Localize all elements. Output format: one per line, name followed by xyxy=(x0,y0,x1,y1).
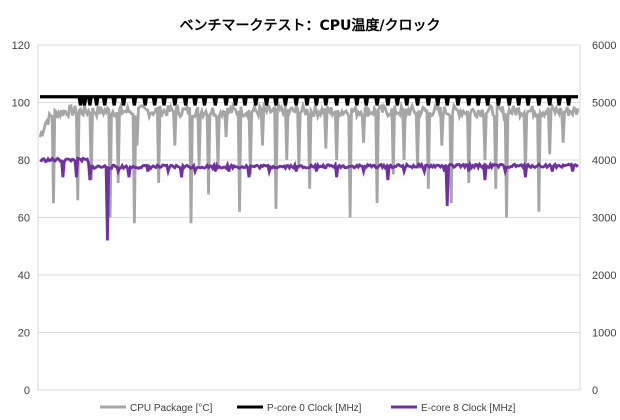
left-tick-label: 80 xyxy=(18,155,30,167)
series-line xyxy=(38,100,580,224)
right-tick-label: 5000 xyxy=(592,98,616,110)
chart-title: ベンチマークテスト：CPU温度/クロック xyxy=(179,17,440,34)
right-tick-label: 6000 xyxy=(592,40,616,52)
legend-item: E-core 8 Clock [MHz] xyxy=(391,403,516,414)
plot-area xyxy=(37,44,581,391)
left-axis-ticks: 0 20 40 60 80 100 120 xyxy=(12,40,30,397)
legend-label: P-core 0 Clock [MHz] xyxy=(267,403,362,414)
left-tick-label: 120 xyxy=(12,40,30,52)
right-tick-label: 3000 xyxy=(592,213,616,225)
legend-label: CPU Package [°C] xyxy=(130,403,213,414)
left-tick-label: 0 xyxy=(24,385,30,397)
right-tick-label: 2000 xyxy=(592,270,616,282)
right-tick-label: 1000 xyxy=(592,328,616,340)
left-tick-label: 40 xyxy=(18,270,30,282)
legend-label: E-core 8 Clock [MHz] xyxy=(421,403,516,414)
left-tick-label: 100 xyxy=(12,98,30,110)
series-line xyxy=(40,95,578,106)
right-axis-ticks: 0 1000 2000 3000 4000 5000 6000 xyxy=(592,40,616,397)
left-tick-label: 20 xyxy=(18,328,30,340)
right-tick-label: 0 xyxy=(592,385,598,397)
legend-item: P-core 0 Clock [MHz] xyxy=(237,403,362,414)
series-line xyxy=(39,156,579,241)
right-tick-label: 4000 xyxy=(592,155,616,167)
legend-item: CPU Package [°C] xyxy=(100,403,213,414)
left-tick-label: 60 xyxy=(18,213,30,225)
series-layer xyxy=(38,95,580,241)
legend: CPU Package [°C] P-core 0 Clock [MHz] E-co… xyxy=(100,403,516,414)
